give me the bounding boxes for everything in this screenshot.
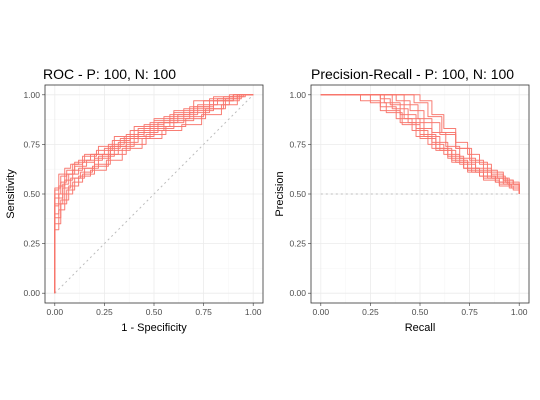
series-line-9: [320, 94, 520, 193]
y-tick-label: 0.25: [23, 239, 40, 249]
roc-panel: ROC - P: 100, N: 100 0.00 0.25 0.50 0.75 1.00…: [5, 66, 264, 334]
x-tick-label: 0.25: [362, 307, 379, 317]
x-tick-label: 0.50: [412, 307, 429, 317]
precision-recall-panel: Precision-Recall - P: 100, N: 100 0.00 0.2…: [274, 66, 530, 334]
x-tick-label: 0.00: [313, 307, 330, 317]
x-tick-label: 0.25: [96, 307, 113, 317]
y-tick-label: 1.00: [23, 90, 40, 100]
y-tick-label: 0.50: [23, 189, 40, 199]
y-axis-label: Sensitivity: [5, 169, 17, 219]
chart-title: ROC - P: 100, N: 100: [43, 66, 176, 82]
x-tick-label: 0.75: [195, 307, 212, 317]
x-axis-label: Recall: [405, 322, 436, 334]
series-line-9: [54, 94, 254, 294]
y-tick-label: 0.75: [289, 139, 306, 149]
series-line-8: [54, 94, 254, 294]
y-axis-label: Precision: [274, 171, 286, 216]
x-tick-label: 0.50: [146, 307, 163, 317]
series-line-4: [54, 94, 254, 294]
reference-line: [54, 94, 254, 294]
series-line-6: [320, 94, 520, 193]
y-tick-label: 0.00: [23, 288, 40, 298]
x-tick-label: 0.00: [47, 307, 64, 317]
series-line-3: [54, 94, 254, 294]
x-axis-label: 1 - Specificity: [121, 322, 187, 334]
x-tick-label: 1.00: [511, 307, 528, 317]
y-tick-label: 0.00: [289, 288, 306, 298]
x-tick-label: 0.75: [461, 307, 478, 317]
x-tick-label: 1.00: [245, 307, 262, 317]
y-tick-label: 0.25: [289, 239, 306, 249]
y-tick-label: 0.50: [289, 189, 306, 199]
chart-title: Precision-Recall - P: 100, N: 100: [311, 66, 514, 82]
y-tick-label: 1.00: [289, 90, 306, 100]
y-tick-label: 0.75: [23, 139, 40, 149]
